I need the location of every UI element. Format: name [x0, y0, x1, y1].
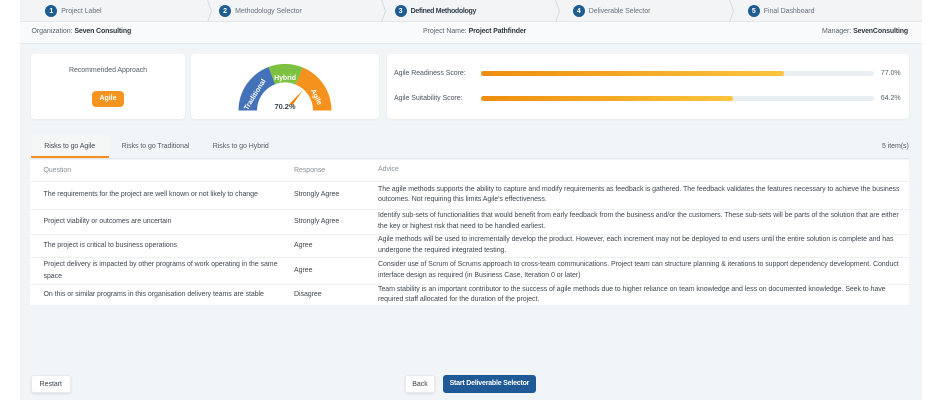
svg-text:70.2%: 70.2% [274, 102, 295, 111]
svg-text:Hybrid: Hybrid [274, 75, 296, 82]
